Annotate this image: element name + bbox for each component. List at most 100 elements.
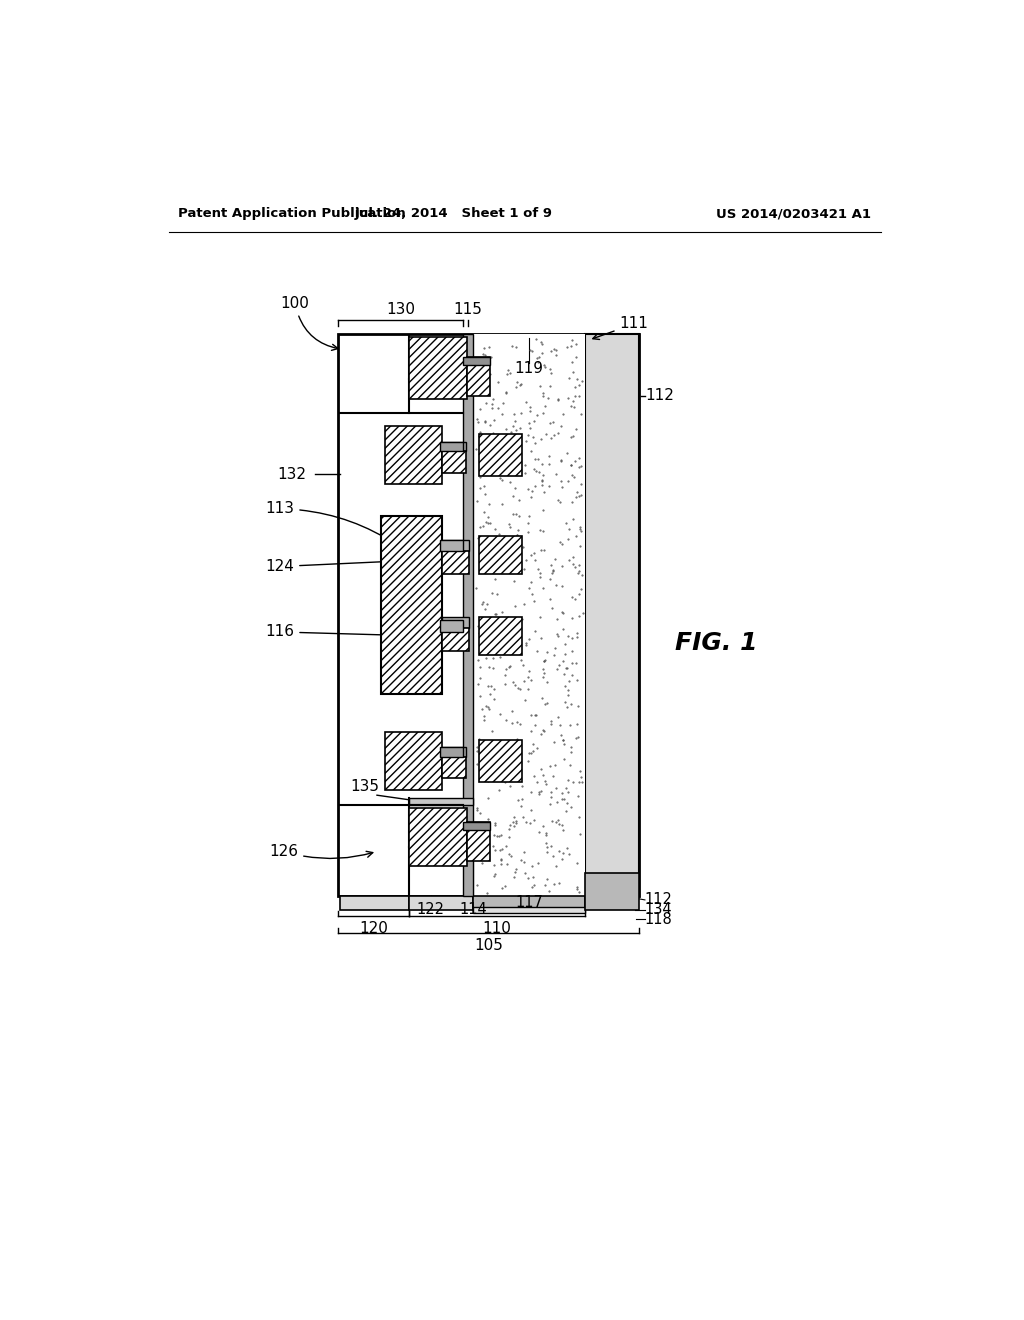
Point: [555, 748, 571, 770]
Point: [569, 785, 586, 807]
Point: [469, 741, 485, 762]
Point: [560, 529, 577, 550]
Point: [479, 739, 496, 760]
Point: [480, 506, 497, 527]
Point: [502, 826, 518, 847]
Point: [485, 825, 502, 846]
Point: [469, 491, 485, 512]
Point: [506, 404, 522, 425]
Point: [502, 516, 518, 537]
Point: [501, 818, 517, 840]
Point: [564, 465, 581, 486]
Point: [554, 556, 570, 577]
Point: [561, 367, 578, 388]
Point: [539, 822, 555, 843]
Point: [514, 775, 530, 796]
Point: [525, 426, 542, 447]
Point: [488, 825, 505, 846]
Point: [470, 354, 486, 375]
Point: [492, 704, 508, 725]
Point: [565, 425, 582, 446]
Point: [568, 333, 585, 354]
Point: [560, 843, 577, 865]
Point: [550, 388, 566, 409]
Point: [573, 578, 590, 599]
Point: [509, 372, 525, 393]
Point: [469, 797, 485, 818]
Point: [567, 450, 584, 471]
Point: [571, 447, 588, 469]
Point: [569, 562, 586, 583]
Point: [573, 484, 590, 506]
Bar: [440, 442, 463, 451]
Point: [508, 858, 524, 879]
Point: [536, 355, 552, 376]
Point: [526, 549, 543, 570]
Point: [480, 676, 497, 697]
Point: [507, 478, 523, 499]
Point: [492, 840, 508, 861]
Point: [499, 426, 515, 447]
Point: [534, 475, 550, 496]
Bar: [442, 540, 469, 552]
Bar: [410, 335, 462, 412]
Point: [498, 459, 514, 480]
Point: [564, 508, 581, 529]
Point: [485, 689, 502, 710]
Point: [496, 626, 512, 647]
Text: 135: 135: [350, 779, 379, 793]
Point: [520, 424, 537, 445]
Point: [492, 780, 508, 801]
Point: [472, 516, 488, 537]
Point: [530, 346, 547, 367]
Point: [552, 714, 568, 735]
Point: [473, 593, 489, 614]
Text: 130: 130: [386, 302, 416, 317]
Point: [532, 562, 549, 583]
Point: [503, 643, 519, 664]
Point: [538, 832, 554, 853]
Point: [509, 519, 525, 540]
Point: [482, 618, 499, 639]
Point: [481, 494, 498, 515]
Point: [536, 719, 552, 741]
Point: [551, 813, 567, 834]
Bar: [467, 358, 490, 396]
Point: [517, 632, 534, 653]
Point: [569, 696, 586, 717]
Point: [523, 800, 540, 821]
Point: [468, 737, 484, 758]
Bar: [479, 739, 521, 781]
Point: [509, 743, 525, 764]
Point: [567, 727, 584, 748]
Point: [567, 346, 584, 367]
Point: [557, 777, 573, 799]
Point: [549, 623, 565, 644]
Text: 116: 116: [265, 624, 411, 639]
Point: [492, 548, 508, 569]
Point: [516, 862, 532, 883]
Bar: [473, 334, 585, 896]
Point: [538, 774, 554, 795]
Point: [536, 651, 552, 672]
Point: [472, 668, 488, 689]
Point: [482, 346, 499, 367]
Point: [540, 693, 556, 714]
Point: [560, 781, 577, 803]
Point: [554, 843, 570, 865]
Point: [514, 609, 530, 630]
Point: [509, 524, 525, 545]
Point: [549, 609, 565, 630]
Point: [492, 645, 508, 667]
Point: [482, 512, 499, 533]
Bar: [585, 334, 639, 896]
Point: [481, 698, 498, 719]
Point: [487, 840, 504, 861]
Point: [498, 381, 514, 403]
Point: [570, 583, 587, 605]
Point: [526, 810, 543, 832]
Point: [505, 812, 521, 833]
Point: [479, 882, 496, 903]
Point: [487, 743, 504, 764]
Bar: [410, 797, 473, 805]
